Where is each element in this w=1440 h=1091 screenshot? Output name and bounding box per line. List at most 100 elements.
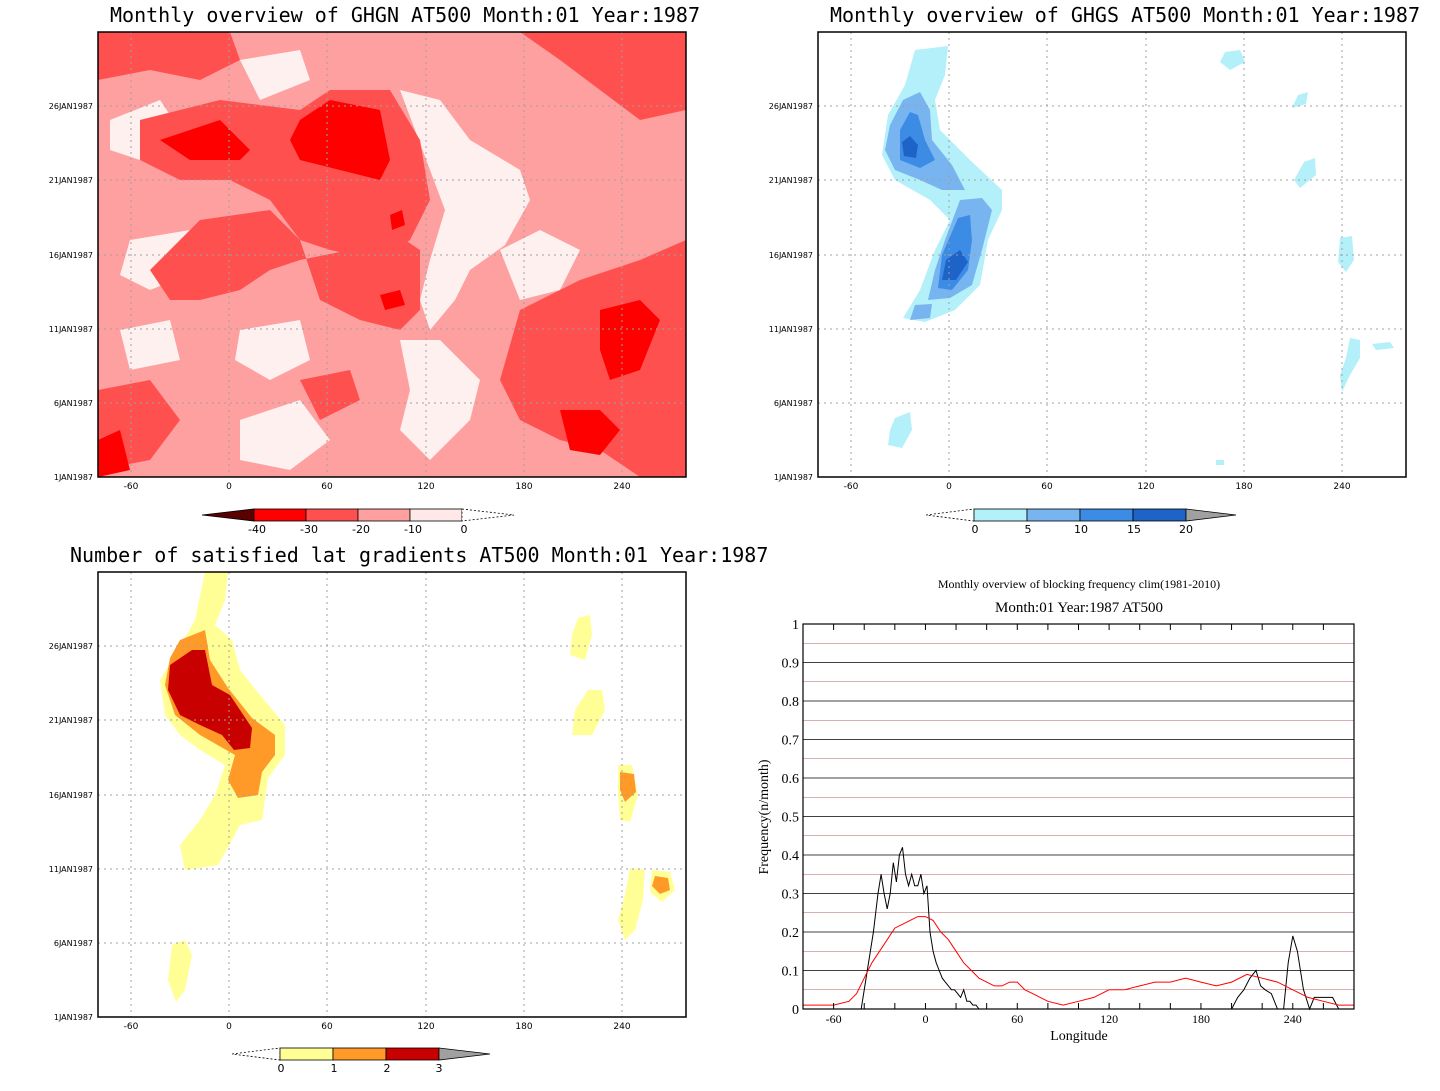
lat-colorbar-label: 0 bbox=[278, 1062, 285, 1075]
lat-zone-1 bbox=[168, 940, 192, 1002]
ghgn-xtick: 0 bbox=[226, 482, 232, 492]
ghgs-colorbar-label: 0 bbox=[972, 523, 979, 536]
freq-ytick-label: 0.2 bbox=[782, 926, 800, 941]
freq-panel: Monthly overview of blocking frequency c… bbox=[720, 545, 1440, 1091]
lat-ytick: 21JAN1987 bbox=[49, 716, 93, 725]
lat-ytick: 6JAN1987 bbox=[54, 939, 93, 948]
ghgs-zone-2 bbox=[910, 304, 932, 320]
lat-grid bbox=[98, 572, 686, 1017]
ghgs-zone-1 bbox=[1292, 92, 1308, 108]
ghgn-colorbar-label: 0 bbox=[461, 523, 468, 536]
ghgn-zone-light bbox=[400, 340, 480, 460]
ghgs-ytick: 21JAN1987 bbox=[769, 176, 813, 185]
ghgs-xtick: 120 bbox=[1137, 482, 1154, 492]
ghgs-colorbar-swatch bbox=[1132, 508, 1187, 522]
freq-xtick-label: 180 bbox=[1192, 1012, 1210, 1026]
lat-xtick: 180 bbox=[515, 1022, 532, 1032]
freq-xtick-label: -60 bbox=[826, 1012, 842, 1026]
ghgn-colorbar: -40 -30 -20 -10 0 bbox=[201, 508, 515, 536]
ghgs-zone-1 bbox=[888, 412, 912, 448]
ghgn-zone-light bbox=[240, 50, 310, 100]
ghgn-xtick: 240 bbox=[613, 482, 630, 492]
ghgs-ytick: 6JAN1987 bbox=[774, 399, 813, 408]
ghgs-colorbar-label: 5 bbox=[1025, 523, 1032, 536]
lat-zone-2 bbox=[652, 876, 670, 894]
ghgn-zone-light bbox=[240, 400, 330, 470]
ghgs-xtick: -60 bbox=[844, 482, 859, 492]
lat-xtick: 240 bbox=[613, 1022, 630, 1032]
ghgn-colorbar-swatch bbox=[253, 508, 307, 522]
ghgn-title: Monthly overview of GHGN AT500 Month:01 … bbox=[110, 3, 701, 27]
freq-ytick-label: 0.8 bbox=[782, 695, 800, 710]
freq-xticks: -60 0 60 120 180 240 bbox=[802, 624, 1355, 1026]
freq-series-clim-line bbox=[803, 916, 1354, 1006]
ghgs-xtick: 240 bbox=[1333, 482, 1350, 492]
lat-colorbar-swatch bbox=[438, 1047, 491, 1061]
freq-series-month-line bbox=[1231, 935, 1340, 1011]
ghgs-title: Monthly overview of GHGS AT500 Month:01 … bbox=[830, 3, 1421, 27]
freq-ytick-label: 0.5 bbox=[782, 811, 800, 826]
ghgs-colorbar-swatch bbox=[1185, 508, 1237, 522]
ghgn-colorbar-swatch bbox=[305, 508, 359, 522]
ghgn-zone-strong bbox=[600, 300, 660, 380]
ghgn-ytick: 21JAN1987 bbox=[49, 176, 93, 185]
ghgn-chart: -60 0 60 120 180 240 1JAN1987 6JAN1987 1… bbox=[49, 31, 687, 536]
lat-colorbar-label: 2 bbox=[384, 1062, 391, 1075]
ghgn-zone-light bbox=[400, 90, 530, 330]
freq-xtick-label: 240 bbox=[1284, 1012, 1302, 1026]
lat-xtick: 60 bbox=[321, 1022, 333, 1032]
lat-frame bbox=[97, 571, 687, 1018]
ghgs-ytick: 11JAN1987 bbox=[769, 325, 813, 334]
lat-title: Number of satisfied lat gradients AT500 … bbox=[70, 543, 769, 567]
ghgn-colorbar-label: -40 bbox=[248, 523, 266, 536]
ghgs-colorbar-label: 15 bbox=[1127, 523, 1141, 536]
ghgn-ytick: 1JAN1987 bbox=[54, 473, 93, 482]
freq-xtick-label: 0 bbox=[922, 1012, 928, 1026]
freq-ytick-label: 0 bbox=[792, 1003, 799, 1018]
lat-xtick: 0 bbox=[226, 1022, 232, 1032]
lat-zone-1 bbox=[618, 868, 645, 940]
freq-subtitle: Month:01 Year:1987 AT500 bbox=[995, 600, 1163, 616]
ghgn-zone-strong bbox=[380, 290, 405, 310]
ghgn-zone-mid bbox=[520, 32, 686, 120]
ghgn-colorbar-label: -10 bbox=[404, 523, 422, 536]
ghgn-ytick: 26JAN1987 bbox=[49, 102, 93, 111]
ghgs-chart: -60 0 60 120 180 240 1JAN1987 6JAN1987 1… bbox=[769, 31, 1407, 536]
lat-colorbar-swatch bbox=[231, 1047, 281, 1061]
lat-colorbar-swatch bbox=[279, 1047, 334, 1061]
ghgs-grid bbox=[818, 32, 1406, 477]
lat-panel: Number of satisfied lat gradients AT500 … bbox=[0, 540, 769, 1091]
ghgn-zone-strong bbox=[290, 100, 390, 180]
ghgn-colorbar-label: -30 bbox=[300, 523, 318, 536]
ghgn-ytick: 11JAN1987 bbox=[49, 325, 93, 334]
freq-xlabel: Longitude bbox=[1050, 1029, 1108, 1044]
ghgn-colorbar-swatch bbox=[461, 508, 515, 522]
freq-yticks: 0 0.1 0.2 0.3 0.4 0.5 0.6 0.7 0.8 0.9 1 bbox=[782, 618, 800, 1018]
freq-title: Monthly overview of blocking frequency c… bbox=[938, 577, 1220, 591]
lat-colorbar-swatch bbox=[385, 1047, 440, 1061]
freq-ytick-label: 0.6 bbox=[782, 772, 800, 787]
freq-ytick-label: 1 bbox=[792, 618, 799, 633]
freq-ytick-label: 0.1 bbox=[782, 965, 800, 980]
ghgn-xtick: 180 bbox=[515, 482, 532, 492]
ghgn-colorbar-swatch bbox=[201, 508, 255, 522]
ghgn-xtick: 60 bbox=[321, 482, 333, 492]
ghgn-xtick: -60 bbox=[124, 482, 139, 492]
ghgs-zone-4 bbox=[902, 136, 918, 158]
ghgn-zone-strong bbox=[560, 410, 620, 455]
ghgn-colorbar-swatch bbox=[357, 508, 411, 522]
lat-colorbar-swatch bbox=[332, 1047, 387, 1061]
ghgs-zone-1 bbox=[1338, 236, 1354, 272]
ghgn-zone-strong bbox=[98, 430, 130, 477]
ghgn-colorbar-label: -20 bbox=[352, 523, 370, 536]
freq-ytick-label: 0.9 bbox=[782, 657, 800, 672]
ghgn-zone-light bbox=[120, 320, 180, 370]
ghgn-ytick: 6JAN1987 bbox=[54, 399, 93, 408]
ghgs-colorbar-swatch bbox=[925, 508, 975, 522]
ghgn-zone-strong bbox=[390, 210, 405, 230]
ghgs-zone-1 bbox=[1340, 338, 1360, 392]
ghgs-ytick: 26JAN1987 bbox=[769, 102, 813, 111]
lat-colorbar-label: 1 bbox=[331, 1062, 338, 1075]
lat-ytick: 26JAN1987 bbox=[49, 642, 93, 651]
ghgn-zone-strong bbox=[160, 120, 250, 160]
